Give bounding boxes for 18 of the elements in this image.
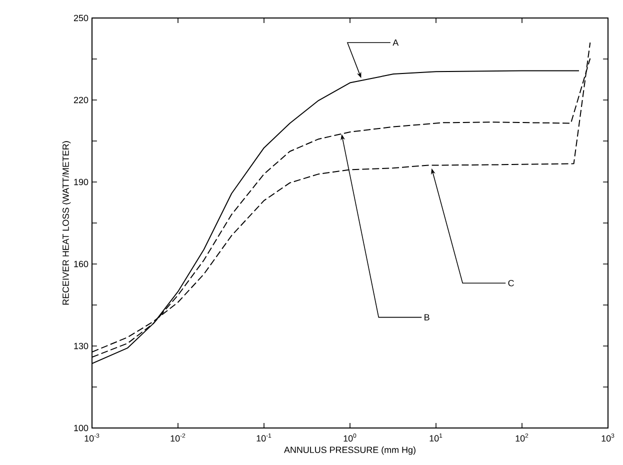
x-tick-label: 10$^{-3}$ bbox=[84, 434, 100, 442]
x-tick-label: 10$^{-1}$ bbox=[256, 434, 272, 442]
y-tick-label: 190 bbox=[74, 178, 88, 186]
y-tick-label: 250 bbox=[74, 14, 88, 22]
x-tick-label: 10$^{0}$ bbox=[344, 434, 356, 442]
y-tick-label: 220 bbox=[74, 96, 88, 104]
annotation: A bbox=[392, 40, 399, 46]
y-tick-label: 100 bbox=[74, 424, 88, 432]
x-tick-label: 10$^{2}$ bbox=[516, 434, 528, 442]
x-tick-label: 10$^{3}$ bbox=[602, 434, 614, 442]
y-tick-label: 160 bbox=[74, 260, 88, 268]
x-tick-label: 10$^{1}$ bbox=[430, 434, 442, 442]
annotation: B bbox=[424, 314, 430, 320]
y-tick-label: 130 bbox=[74, 342, 88, 350]
x-axis-title: ANNULUS PRESSURE (mm Hg) bbox=[284, 446, 416, 455]
y-axis-title: RECEIVER HEAT LOSS (WATT/METER) bbox=[62, 141, 71, 305]
x-tick-label: 10$^{-2}$ bbox=[170, 434, 186, 442]
annotation: C bbox=[508, 280, 514, 286]
